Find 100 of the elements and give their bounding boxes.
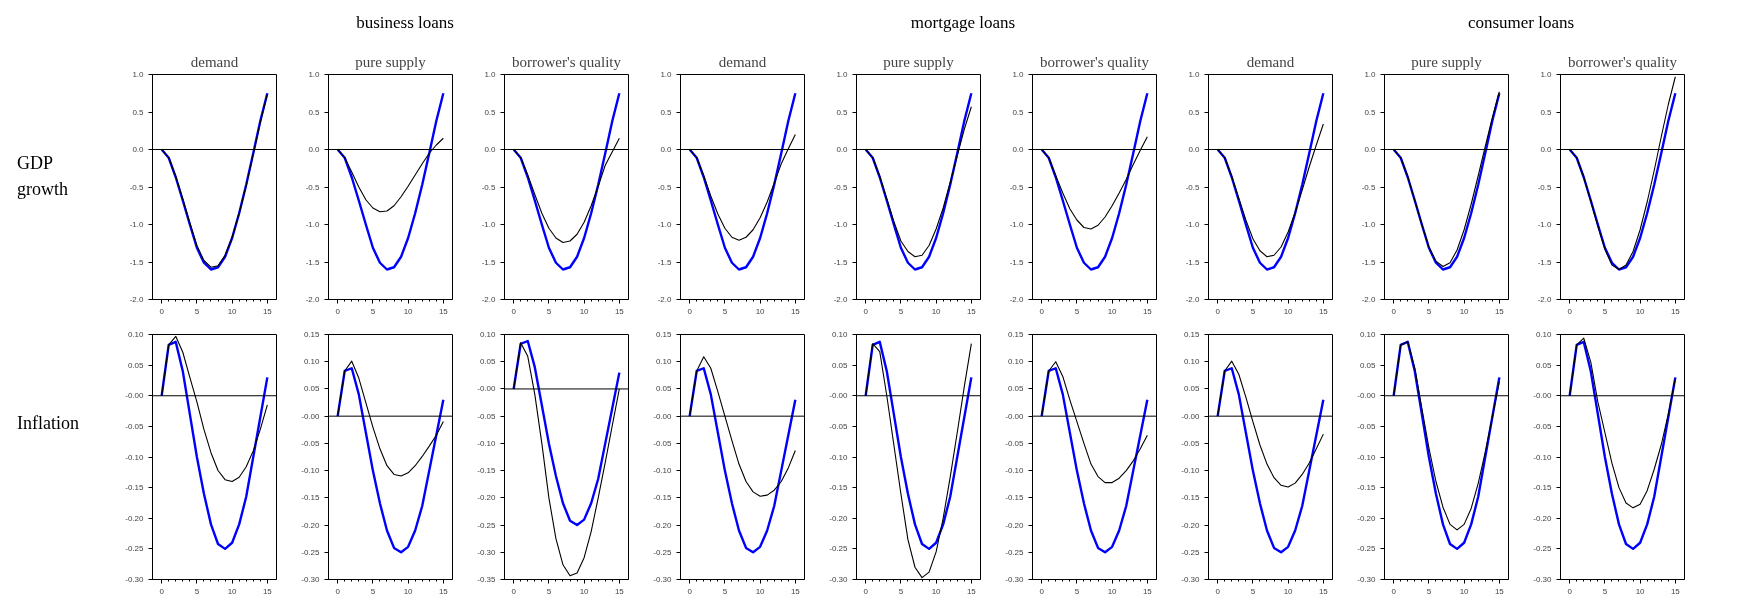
y-tick-label: -0.05 xyxy=(1005,438,1025,448)
x-tick-label: 10 xyxy=(227,586,238,596)
x-tick-label: 10 xyxy=(1635,306,1646,316)
y-tick-label: 0.5 xyxy=(660,107,673,117)
x-tick-label: 10 xyxy=(579,586,590,596)
x-tick-label: 0 xyxy=(1391,306,1397,316)
y-tick-label: 0.5 xyxy=(1012,107,1025,117)
y-tick-label: 1.0 xyxy=(1188,70,1201,79)
x-tick-label: 0 xyxy=(1567,306,1573,316)
y-tick-label: -0.15 xyxy=(125,483,145,493)
x-tick-label: 15 xyxy=(1142,306,1153,316)
y-tick-label: 0.5 xyxy=(1364,107,1377,117)
y-tick-label: -0.20 xyxy=(1533,513,1553,523)
y-tick-label: -0.5 xyxy=(1009,182,1025,192)
y-tick-label: -2.0 xyxy=(1537,295,1553,304)
x-tick-label: 5 xyxy=(194,586,200,596)
y-tick-label: -2.0 xyxy=(305,295,321,304)
y-tick-label: 0.5 xyxy=(836,107,849,117)
y-tick-label: 0.05 xyxy=(1359,360,1377,370)
y-tick-label: -1.5 xyxy=(1009,257,1025,267)
y-tick-label: 0.10 xyxy=(1007,357,1025,367)
x-tick-label: 0 xyxy=(687,586,693,596)
y-tick-label: -1.0 xyxy=(657,220,673,229)
x-tick-label: 15 xyxy=(614,306,625,316)
y-tick-label: 0.05 xyxy=(303,384,321,394)
y-tick-label: -0.00 xyxy=(125,391,145,401)
x-tick-label: 5 xyxy=(1426,306,1432,316)
y-axis-title: GDP growth xyxy=(17,152,69,201)
y-tick-label: -0.25 xyxy=(1533,544,1553,554)
x-tick-label: 0 xyxy=(159,586,165,596)
y-tick-label: -0.00 xyxy=(477,384,497,394)
x-tick-label: 0 xyxy=(159,306,165,316)
y-tick-label: 1.0 xyxy=(1540,70,1553,79)
y-tick-label: 0.05 xyxy=(831,360,849,370)
x-tick-label: 0 xyxy=(335,306,341,316)
x-tick-label: 15 xyxy=(790,586,801,596)
y-tick-label: 0.15 xyxy=(303,330,321,339)
y-tick-label: -0.25 xyxy=(829,544,849,554)
chart-title: borrower's quality xyxy=(1568,53,1678,70)
y-tick-label: 0.15 xyxy=(1007,330,1025,339)
chart-title: borrower's quality xyxy=(1040,53,1150,70)
y-tick-label: -0.20 xyxy=(829,513,849,523)
y-tick-label: 0.05 xyxy=(655,384,673,394)
y-tick-label: 0.0 xyxy=(1364,145,1377,154)
y-tick-label: -0.5 xyxy=(1361,182,1377,192)
x-tick-label: 10 xyxy=(931,306,942,316)
y-tick-label: -0.30 xyxy=(125,575,145,584)
y-tick-label: -0.00 xyxy=(1357,391,1377,401)
chart-title: demand xyxy=(1246,53,1295,70)
y-tick-label: -0.10 xyxy=(1181,466,1201,476)
x-tick-label: 5 xyxy=(1250,586,1256,596)
x-tick-label: 15 xyxy=(790,306,801,316)
y-tick-label: 0.0 xyxy=(308,145,321,154)
y-tick-label: -0.25 xyxy=(301,547,321,557)
x-tick-label: 5 xyxy=(1250,306,1256,316)
y-tick-label: 0.0 xyxy=(1540,145,1553,154)
y-tick-label: -0.05 xyxy=(477,411,497,421)
chart-title: demand xyxy=(190,53,239,70)
y-tick-label: 0.5 xyxy=(308,107,321,117)
x-tick-label: 10 xyxy=(227,306,238,316)
y-tick-label: -0.30 xyxy=(829,575,849,584)
x-tick-label: 5 xyxy=(546,586,552,596)
y-tick-label: -1.5 xyxy=(481,257,497,267)
y-tick-label: -0.10 xyxy=(301,466,321,476)
y-tick-label: 1.0 xyxy=(836,70,849,79)
y-tick-label: -0.15 xyxy=(1181,493,1201,503)
y-tick-label: 0.0 xyxy=(836,145,849,154)
x-tick-label: 10 xyxy=(755,586,766,596)
y-tick-label: 0.10 xyxy=(655,357,673,367)
x-tick-label: 0 xyxy=(1567,586,1573,596)
x-tick-label: 10 xyxy=(1107,586,1118,596)
y-tick-label: -2.0 xyxy=(1185,295,1201,304)
x-tick-label: 5 xyxy=(546,306,552,316)
x-tick-label: 10 xyxy=(1459,586,1470,596)
x-tick-label: 0 xyxy=(1039,306,1045,316)
y-tick-label: -0.00 xyxy=(653,411,673,421)
y-tick-label: -0.5 xyxy=(1185,182,1201,192)
x-tick-label: 15 xyxy=(1318,586,1329,596)
x-tick-label: 5 xyxy=(898,306,904,316)
y-tick-label: -0.05 xyxy=(1181,438,1201,448)
y-tick-label: -0.05 xyxy=(301,438,321,448)
y-tick-label: -0.05 xyxy=(829,421,849,431)
x-tick-label: 10 xyxy=(1107,306,1118,316)
y-tick-label: -1.0 xyxy=(1361,220,1377,229)
y-tick-label: 0.05 xyxy=(1183,384,1201,394)
y-tick-label: 1.0 xyxy=(1012,70,1025,79)
y-tick-label: -0.15 xyxy=(829,483,849,493)
x-tick-label: 10 xyxy=(1459,306,1470,316)
y-tick-label: -0.20 xyxy=(1005,520,1025,530)
x-tick-label: 15 xyxy=(1494,586,1505,596)
x-tick-label: 5 xyxy=(370,586,376,596)
x-tick-label: 10 xyxy=(1283,306,1294,316)
y-tick-label: -1.0 xyxy=(305,220,321,229)
y-tick-label: -0.25 xyxy=(1357,544,1377,554)
y-tick-label: -1.5 xyxy=(1361,257,1377,267)
y-tick-label: -1.0 xyxy=(129,220,145,229)
x-tick-label: 15 xyxy=(262,306,273,316)
y-tick-label: -0.10 xyxy=(477,438,497,448)
y-tick-label: -0.20 xyxy=(301,520,321,530)
y-tick-label: 0.0 xyxy=(660,145,673,154)
